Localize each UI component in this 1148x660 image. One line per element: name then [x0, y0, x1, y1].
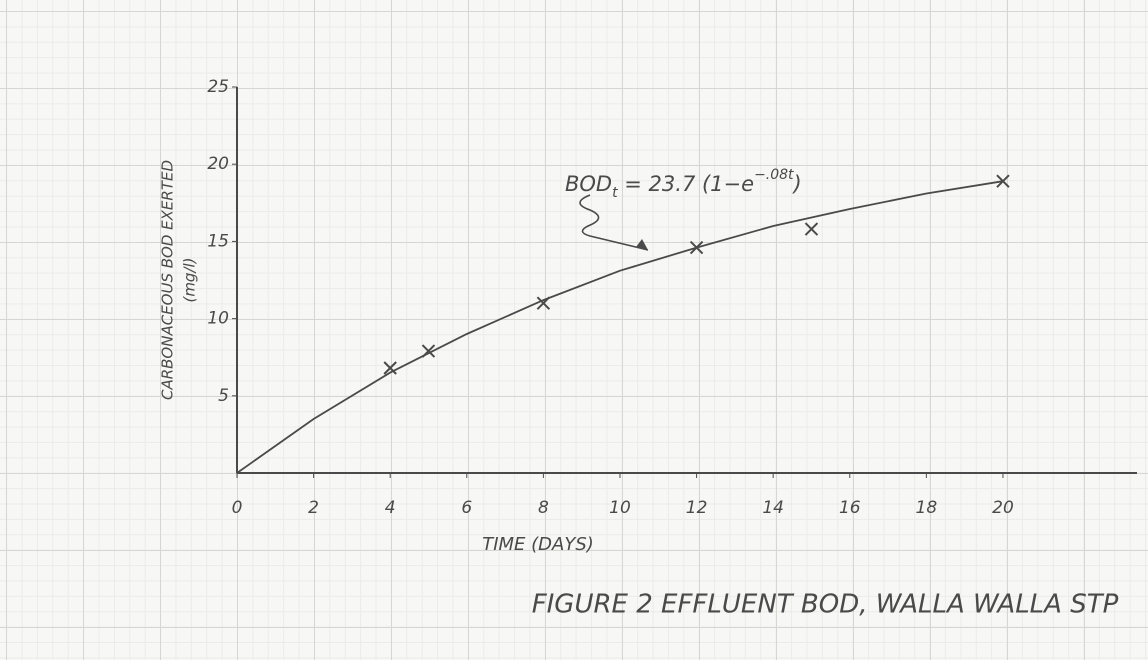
data-point	[804, 222, 819, 236]
y-tick-label: 20	[207, 154, 229, 174]
annotation: BODt = 23.7 (1−e−.08t)	[565, 167, 802, 201]
y-tick-label: 15	[207, 231, 229, 251]
x-tick-label: 12	[686, 498, 708, 518]
fit-curve	[236, 180, 1004, 474]
x-tick-label: 18	[916, 498, 938, 518]
x-tick-label: 20	[992, 498, 1014, 518]
x-tick-label: 16	[839, 498, 861, 518]
annotation-sup: −.08t	[754, 167, 794, 183]
x-axis-label: TIME (DAYS)	[482, 534, 594, 555]
annotation-part: = 23.7 (1−e	[618, 172, 754, 196]
y-tick-label: 5	[218, 386, 229, 406]
arrow-head	[636, 239, 648, 250]
x-tick-label: 8	[538, 498, 549, 518]
annotation-part: BOD	[565, 172, 612, 196]
data-point	[689, 240, 704, 255]
x-tick-label: 4	[385, 498, 396, 518]
annotation-arrow	[579, 194, 649, 251]
data-point	[536, 296, 551, 310]
x-tick-label: 6	[461, 498, 472, 518]
data-point	[996, 174, 1010, 188]
data-point	[421, 344, 436, 358]
x-tick-label: 10	[609, 498, 631, 518]
y-tick-label: 10	[207, 309, 229, 329]
data-point	[383, 361, 397, 375]
annotation-part: )	[792, 172, 802, 196]
annotation-sub: t	[612, 185, 618, 201]
x-tick-label: 0	[232, 498, 243, 518]
x-tick-label: 14	[762, 498, 784, 518]
y-tick-label: 25	[207, 77, 229, 97]
y-axis-label: CARBONACEOUS BOD EXERTED	[159, 160, 177, 400]
x-tick-label: 2	[308, 498, 319, 518]
y-axis-unit: (mg/l)	[181, 257, 199, 302]
chart-title: FIGURE 2 EFFLUENT BOD, WALLA WALLA STP	[532, 590, 1119, 620]
